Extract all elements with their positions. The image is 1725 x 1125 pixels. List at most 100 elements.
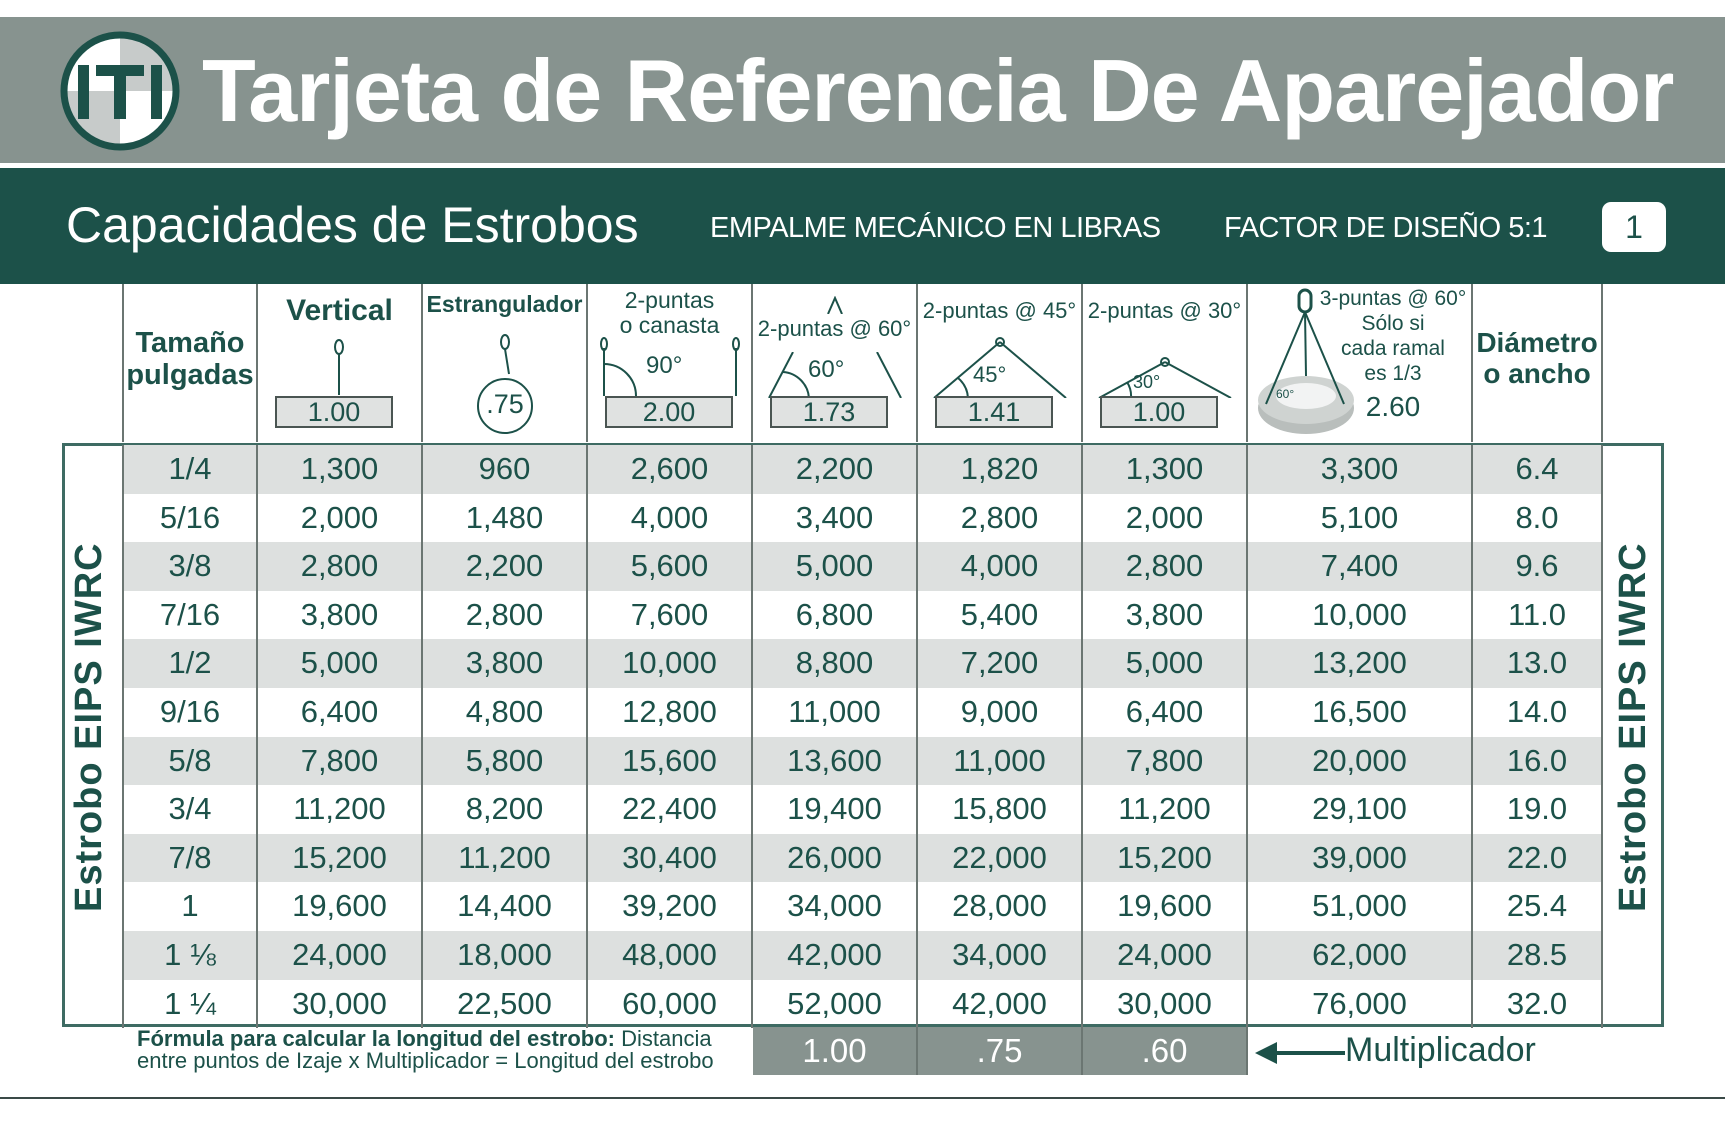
capacity-cell: 22,500 bbox=[457, 985, 552, 1021]
capacity-cell: 30,000 bbox=[292, 985, 387, 1021]
size-cell: 1/4 bbox=[168, 451, 212, 486]
header-2leg-30: 2-puntas @ 30° 30° 1.00 bbox=[1087, 298, 1242, 428]
divider bbox=[916, 284, 918, 442]
capacity-cell: 29,100 bbox=[1312, 791, 1407, 827]
capacity-cell: 8,800 bbox=[795, 645, 874, 681]
capacity-cell: 2,000 bbox=[1125, 499, 1204, 535]
capacity-cell: 9.6 bbox=[1515, 548, 1559, 584]
size-cell: 7/8 bbox=[168, 839, 212, 875]
capacity-cell: 2,200 bbox=[465, 548, 544, 584]
capacity-cell: 19,400 bbox=[787, 791, 882, 827]
capacity-cell: 3,800 bbox=[465, 645, 544, 681]
capacity-cell: 13.0 bbox=[1506, 645, 1568, 681]
divider bbox=[751, 445, 753, 1028]
table-row: 1 ¼ 30,000 22,500 60,000 52,000 42,000 30,000 7… bbox=[0, 980, 1725, 1029]
capacity-cell: 5,000 bbox=[795, 548, 874, 584]
capacity-cell: 7,800 bbox=[300, 742, 379, 778]
capacity-cell: 30,000 bbox=[1117, 985, 1212, 1021]
capacity-cell: 42,000 bbox=[952, 985, 1047, 1021]
header-3leg-60: 60° 3-puntas @ 60° Sólo si cada ramal es… bbox=[1248, 284, 1471, 442]
capacity-cell: 39,000 bbox=[1312, 839, 1407, 875]
capacity-cell: 11.0 bbox=[1507, 596, 1567, 632]
capacity-cell: 3,300 bbox=[1320, 451, 1399, 486]
capacity-cell: 10,000 bbox=[1312, 596, 1407, 632]
capacity-cell: 32.0 bbox=[1506, 985, 1568, 1021]
capacity-cell: 11,000 bbox=[788, 694, 881, 729]
capacity-cell: 39,200 bbox=[622, 888, 717, 924]
divider bbox=[1471, 445, 1473, 1028]
row-shade bbox=[124, 931, 1601, 980]
capacity-cell: 19,600 bbox=[1117, 888, 1212, 924]
capacity-cell: 5,000 bbox=[1125, 645, 1204, 681]
capacity-cell: 2,800 bbox=[960, 499, 1039, 535]
capacity-cell: 2,800 bbox=[300, 548, 379, 584]
header-2leg-45: 2-puntas @ 45° 45° 1.41 bbox=[922, 298, 1077, 428]
angle-90: 90° bbox=[646, 352, 683, 379]
capacity-cell: 12,800 bbox=[622, 694, 717, 729]
capacity-cell: 6,400 bbox=[300, 694, 379, 729]
capacity-cell: 7,800 bbox=[1125, 742, 1204, 778]
capacity-cell: 14,400 bbox=[457, 888, 552, 924]
title-band bbox=[0, 17, 1725, 163]
capacity-cell: 16,500 bbox=[1312, 694, 1407, 729]
size-cell: 7/16 bbox=[159, 596, 221, 632]
table-row: 1 19,600 14,400 39,200 34,000 28,000 19,600 51,… bbox=[0, 882, 1725, 931]
capacity-cell: 1,480 bbox=[465, 499, 544, 535]
capacity-cell: 22,000 bbox=[952, 839, 1047, 875]
capacity-cell: 24,000 bbox=[1117, 937, 1212, 972]
capacity-cell: 4,000 bbox=[630, 499, 709, 535]
row-shade bbox=[124, 736, 1601, 786]
side-label-left: Estrobo EIPS IWRC bbox=[68, 542, 110, 912]
capacity-cell: 5,600 bbox=[630, 548, 709, 584]
capacity-cell: 18,000 bbox=[457, 937, 552, 972]
arrow-left-icon bbox=[1255, 1042, 1345, 1064]
size-cell: 5/16 bbox=[159, 499, 221, 535]
factor-vertical: 1.00 bbox=[275, 396, 393, 428]
capacity-cell: 19.0 bbox=[1506, 791, 1568, 827]
capacity-cell: 15,800 bbox=[952, 791, 1047, 827]
capacity-cell: 4,000 bbox=[960, 548, 1039, 584]
capacity-cell: 7,400 bbox=[1320, 548, 1399, 584]
divider bbox=[122, 284, 124, 442]
capacity-cell: 1,820 bbox=[960, 451, 1039, 486]
divider bbox=[1246, 284, 1248, 442]
capacity-cell: 52,000 bbox=[787, 985, 882, 1021]
capacity-cell: 48,000 bbox=[622, 937, 717, 972]
capacity-cell: 34,000 bbox=[952, 937, 1047, 972]
divider bbox=[1601, 445, 1603, 1028]
bottom-rule bbox=[0, 1097, 1725, 1099]
capacity-cell: 24,000 bbox=[292, 937, 387, 972]
capacity-cell: 9,000 bbox=[960, 694, 1039, 729]
table-row: 1/2 5,000 3,800 10,000 8,800 7,200 5,000 13,200… bbox=[0, 639, 1725, 688]
factor-2leg-45: 1.41 bbox=[935, 396, 1053, 428]
divider bbox=[1081, 284, 1083, 442]
multiplier-30: .60 bbox=[1083, 1027, 1248, 1075]
size-cell: 3/4 bbox=[168, 791, 212, 827]
capacity-cell: 34,000 bbox=[787, 888, 882, 924]
multiplier-45: .75 bbox=[918, 1027, 1083, 1075]
capacity-cell: 960 bbox=[478, 451, 531, 486]
capacity-cell: 1,300 bbox=[300, 451, 379, 486]
capacity-cell: 15,600 bbox=[622, 742, 717, 778]
capacity-cell: 3,800 bbox=[1125, 596, 1204, 632]
iti-logo-icon bbox=[60, 31, 180, 151]
divider bbox=[421, 445, 423, 1028]
capacity-cell: 11,200 bbox=[293, 791, 386, 827]
table-row: 9/16 6,400 4,800 12,800 11,000 9,000 6,400 16,5… bbox=[0, 688, 1725, 737]
divider bbox=[751, 284, 753, 442]
capacity-cell: 6,800 bbox=[795, 596, 874, 632]
page-title: Tarjeta de Referencia De Aparejador bbox=[202, 41, 1674, 140]
capacity-cell: 2,000 bbox=[300, 499, 379, 535]
table-row: 3/4 11,200 8,200 22,400 19,400 15,800 11,200 29… bbox=[0, 785, 1725, 834]
capacity-cell: 8,200 bbox=[465, 791, 544, 827]
3-leg-bridle-ring-icon: 60° bbox=[1258, 288, 1354, 434]
capacity-cell: 28.5 bbox=[1506, 937, 1568, 972]
size-cell: 3/8 bbox=[168, 548, 212, 584]
factor-choker: .75 bbox=[486, 389, 524, 419]
capacity-cell: 2,200 bbox=[795, 451, 874, 486]
size-cell: 5/8 bbox=[168, 742, 212, 778]
design-factor: FACTOR DE DISEÑO 5:1 bbox=[1224, 212, 1548, 244]
table-row: 5/16 2,000 1,480 4,000 3,400 2,800 2,000 5,100 8… bbox=[0, 494, 1725, 543]
capacity-cell: 5,100 bbox=[1320, 499, 1399, 535]
capacity-cell: 5,800 bbox=[465, 742, 544, 778]
